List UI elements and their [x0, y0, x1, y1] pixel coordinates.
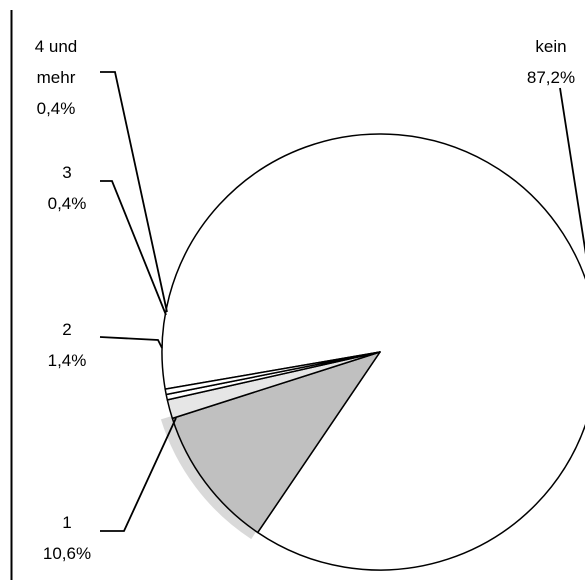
slice-label-line: 0,4%: [37, 99, 76, 118]
leader-line-2: [99, 336, 163, 349]
slice-label-2: 2 1,4%: [48, 320, 87, 370]
leader-line-3: [100, 180, 167, 316]
slice-label-3: 3 0,4%: [48, 163, 87, 213]
pie-slices: [161, 133, 585, 571]
slice-labels: kein 87,2% 1 10,6% 2 1,4% 3 0,4% 4 und mehr 0,4%: [35, 37, 575, 563]
slice-label-kein: kein 87,2%: [527, 37, 575, 87]
slice-label-1: 1 10,6%: [43, 513, 91, 563]
slice-label-line: mehr: [37, 68, 76, 87]
pie-slice-1: [171, 351, 381, 534]
pie-slice-4-und-mehr: [164, 351, 381, 396]
slice-label-line: 87,2%: [527, 68, 575, 87]
slice-label-line: kein: [535, 37, 566, 56]
leader-line-1: [100, 417, 177, 532]
slice-label-line: 4 und: [35, 37, 78, 56]
leader-line-4-und-mehr: [100, 71, 168, 313]
pie-slice-kein: [161, 133, 585, 571]
slice-label-line: 3: [62, 163, 71, 182]
leader-lines: [99, 71, 585, 532]
slice-label-line: 1: [62, 513, 71, 532]
slice-label-4-und-mehr: 4 und mehr 0,4%: [35, 37, 78, 118]
slice-label-line: 2: [62, 320, 71, 339]
leader-line-kein: [559, 87, 585, 255]
slice-label-line: 10,6%: [43, 544, 91, 563]
slice-label-line: 0,4%: [48, 194, 87, 213]
slice-label-line: 1,4%: [48, 351, 87, 370]
